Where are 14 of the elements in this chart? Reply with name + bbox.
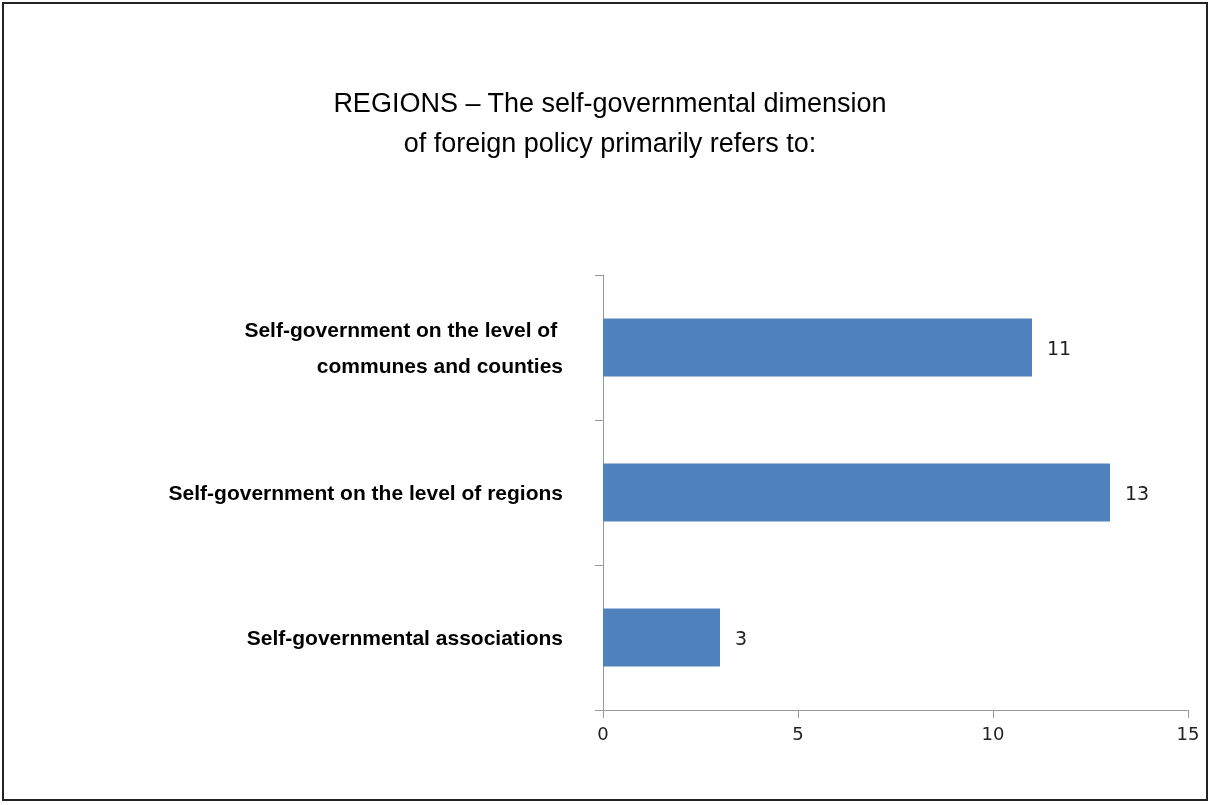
bar xyxy=(603,318,1032,377)
chart-title: REGIONS – The self-governmental dimension of foreign policy primarily refers to: xyxy=(333,88,887,158)
x-tick-label: 15 xyxy=(1176,722,1200,744)
data-label: 13 xyxy=(1125,481,1150,504)
bar xyxy=(603,463,1110,522)
x-tick-label: 10 xyxy=(981,722,1005,744)
bar xyxy=(603,608,720,667)
data-label: 3 xyxy=(735,626,748,649)
x-tick-label: 0 xyxy=(597,722,609,744)
x-tick-label: 5 xyxy=(792,722,804,744)
data-label: 11 xyxy=(1047,336,1072,359)
y-tick-label: Self-government on the level of regions xyxy=(168,481,563,504)
y-tick-label: Self-government on the level of communes and counties xyxy=(244,318,563,377)
y-tick-label: Self-governmental associations xyxy=(246,626,563,649)
